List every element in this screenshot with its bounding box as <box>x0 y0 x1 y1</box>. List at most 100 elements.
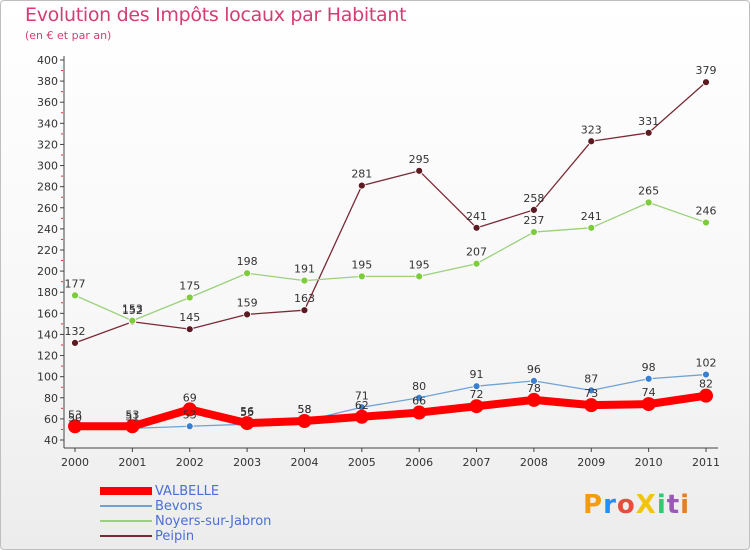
data-point <box>412 405 427 420</box>
data-label: 379 <box>696 64 717 77</box>
data-label: 323 <box>581 123 602 136</box>
data-label: 74 <box>642 386 656 399</box>
data-point <box>185 325 194 334</box>
series-valbelle <box>68 388 713 434</box>
data-label: 62 <box>355 399 369 412</box>
data-point <box>185 293 194 302</box>
data-label: 82 <box>699 378 713 391</box>
data-point <box>243 269 251 278</box>
data-point <box>469 399 484 414</box>
data-label: 207 <box>466 246 487 259</box>
legend-label-bevons: Bevons <box>155 499 203 514</box>
data-label: 55 <box>240 406 254 419</box>
data-point <box>128 316 137 325</box>
data-point <box>641 397 656 412</box>
data-point <box>357 181 366 190</box>
data-label: 50 <box>68 411 82 424</box>
data-label: 72 <box>470 388 484 401</box>
y-tick-label: 260 <box>37 202 58 215</box>
y-tick-label: 60 <box>44 413 58 426</box>
data-point <box>699 388 713 403</box>
x-tick-label: 2000 <box>61 456 89 469</box>
y-tick-label: 340 <box>37 117 58 130</box>
y-tick-label: 360 <box>37 96 58 109</box>
x-tick-label: 2003 <box>233 456 261 469</box>
x-tick-label: 2001 <box>118 456 146 469</box>
y-tick-label: 380 <box>37 75 58 88</box>
data-label: 58 <box>297 403 311 416</box>
data-label: 80 <box>412 380 426 393</box>
data-point <box>644 128 653 137</box>
data-point <box>71 291 79 300</box>
data-point <box>584 398 599 413</box>
data-label: 258 <box>523 192 544 205</box>
data-label: 66 <box>412 395 426 408</box>
y-tick-label: 240 <box>37 223 58 236</box>
series-line <box>74 81 707 344</box>
data-label: 281 <box>351 168 372 181</box>
data-label: 71 <box>355 389 369 402</box>
y-tick-label: 140 <box>37 328 58 341</box>
data-label: 198 <box>237 255 258 268</box>
data-label: 56 <box>240 405 254 418</box>
legend-swatch-peipin <box>100 535 152 537</box>
x-tick-label: 2004 <box>290 456 318 469</box>
legend-label-valbelle: VALBELLE <box>155 484 220 499</box>
x-tick-label: 2005 <box>348 456 376 469</box>
data-point <box>185 422 194 431</box>
data-point <box>526 392 541 407</box>
data-label: 246 <box>696 205 717 218</box>
legend-swatch-noyers <box>100 520 152 522</box>
data-label: 295 <box>409 153 430 166</box>
data-label: 195 <box>351 258 372 271</box>
x-tick-label: 2008 <box>520 456 548 469</box>
data-label: 53 <box>183 408 197 421</box>
data-point <box>300 306 309 315</box>
data-label: 145 <box>179 311 200 324</box>
legend-item-noyers: Noyers-sur-Jabron <box>100 514 360 529</box>
y-tick-label: 100 <box>37 371 58 384</box>
chart-subtitle: (en € et par an) <box>25 29 112 42</box>
logo-letter: o <box>616 490 636 520</box>
data-label: 78 <box>527 382 541 395</box>
y-tick-label: 300 <box>37 160 58 173</box>
data-point <box>243 310 251 319</box>
data-point <box>240 416 255 431</box>
y-tick-label: 400 <box>37 54 58 67</box>
data-point <box>354 409 369 424</box>
y-tick-label: 160 <box>37 307 58 320</box>
data-point <box>68 419 82 434</box>
data-label: 102 <box>696 357 717 370</box>
data-point <box>472 259 481 268</box>
logo-letter: r <box>603 490 617 520</box>
logo-letter: X <box>635 490 657 520</box>
logo-letter: i <box>656 490 667 520</box>
y-tick-label: 40 <box>44 434 58 447</box>
y-tick-label: 200 <box>37 265 58 278</box>
data-label: 241 <box>466 210 487 223</box>
data-label: 51 <box>125 410 139 423</box>
legend: VALBELLE Bevons Noyers-sur-Jabron Peipin <box>100 484 360 544</box>
x-tick-label: 2002 <box>176 456 204 469</box>
data-point <box>702 218 710 227</box>
data-point <box>530 376 538 385</box>
chart-title: Evolution des Impôts locaux par Habitant <box>25 4 407 26</box>
data-point <box>587 137 596 146</box>
data-label: 175 <box>179 280 200 293</box>
series-line <box>71 391 710 431</box>
legend-swatch-bevons <box>100 505 152 507</box>
chart-axes: 40 60 80 100 120 140 160 180 200 220 240 260 280 300 3… <box>37 54 720 469</box>
data-label: 331 <box>638 115 659 128</box>
series-peipin <box>71 78 710 347</box>
data-label: 98 <box>642 361 656 374</box>
x-tick-label: 2011 <box>692 456 720 469</box>
data-point <box>702 370 710 379</box>
legend-label-peipin: Peipin <box>155 529 195 544</box>
series-line <box>74 201 707 322</box>
data-point <box>702 78 710 87</box>
logo-letter: t <box>666 490 681 520</box>
data-point <box>530 205 538 214</box>
legend-item-bevons: Bevons <box>100 499 360 514</box>
logo-letter: P <box>583 490 604 520</box>
